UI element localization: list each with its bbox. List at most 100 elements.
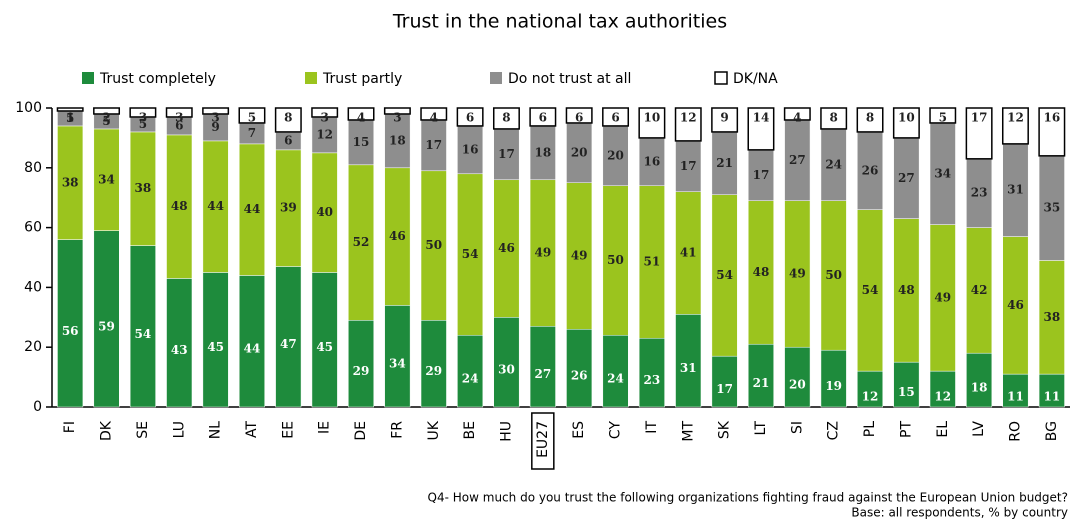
value-label: 5 — [102, 114, 110, 128]
value-label: 5 — [939, 111, 947, 125]
value-label: 45 — [207, 340, 224, 354]
value-label: 17 — [971, 111, 988, 125]
bar-segment — [602, 125, 629, 186]
x-tick-label: SE — [135, 421, 151, 439]
legend-swatch — [82, 72, 94, 84]
value-label: 45 — [316, 340, 333, 354]
value-label: 48 — [171, 199, 188, 213]
value-label: 31 — [1007, 183, 1024, 197]
bar-segment — [929, 122, 956, 225]
value-label: 11 — [1043, 390, 1060, 404]
bar-segment — [275, 266, 302, 408]
bar-segment — [966, 227, 993, 354]
bar-segment — [129, 131, 156, 246]
value-label: 12 — [862, 390, 879, 404]
value-label: 9 — [211, 120, 219, 134]
value-label: 29 — [353, 364, 370, 378]
bar-segment — [638, 185, 665, 339]
x-tick-label: FI — [62, 421, 78, 433]
bar-segment — [711, 355, 738, 408]
bar-segment — [420, 320, 447, 408]
y-tick-label: 80 — [24, 160, 42, 176]
value-label: 4 — [430, 111, 438, 125]
value-label: 3 — [211, 111, 219, 125]
value-label: 34 — [389, 357, 406, 371]
value-label: 12 — [934, 390, 951, 404]
x-tick-label: EU27 — [535, 421, 551, 458]
footnote: Q4- How much do you trust the following … — [428, 491, 1068, 505]
value-label: 47 — [280, 337, 297, 351]
value-label: 30 — [498, 363, 515, 377]
value-label: 3 — [139, 111, 147, 125]
bar-segment — [529, 125, 556, 181]
value-label: 17 — [680, 159, 697, 173]
value-label: 54 — [135, 327, 152, 341]
highlight-box — [531, 412, 555, 470]
bar-segment — [565, 107, 593, 124]
value-label: 38 — [62, 175, 79, 189]
bar-segment — [1038, 260, 1065, 375]
value-label: 6 — [539, 111, 547, 125]
x-tick-label: IE — [317, 421, 333, 434]
x-tick-label: LT — [753, 421, 769, 436]
bar-segment — [420, 107, 448, 121]
value-label: 4 — [793, 111, 801, 125]
value-label: 24 — [462, 372, 479, 386]
bar-segment — [602, 334, 629, 408]
bar-segment — [165, 107, 193, 118]
bar-segment — [784, 200, 811, 348]
value-label: 17 — [425, 138, 442, 152]
x-tick-label: DE — [353, 421, 369, 441]
bar-segment — [820, 200, 847, 351]
y-tick-label: 100 — [15, 100, 42, 116]
value-label: 16 — [1043, 111, 1060, 125]
value-label: 29 — [425, 364, 442, 378]
value-label: 35 — [1043, 201, 1060, 215]
bar-segment — [93, 107, 121, 115]
legend-label: DK/NA — [733, 71, 778, 87]
bar-segment — [566, 182, 593, 330]
x-tick-label: UK — [426, 420, 442, 440]
x-tick-label: LV — [971, 421, 987, 437]
bar-segment — [929, 224, 956, 372]
bar-segment — [311, 152, 338, 273]
bar-segment — [711, 107, 739, 133]
value-label: 46 — [389, 229, 406, 243]
bar-segment — [638, 137, 665, 186]
value-label: 18 — [534, 145, 551, 159]
value-label: 14 — [753, 111, 770, 125]
bar-segment — [93, 230, 120, 408]
value-label: 21 — [753, 376, 770, 390]
bar-segment — [747, 343, 774, 408]
bar-segment — [420, 119, 447, 172]
bar-segment — [857, 209, 884, 372]
value-label: 10 — [644, 111, 661, 125]
value-label: 5 — [66, 111, 74, 125]
value-label: 50 — [607, 253, 624, 267]
x-tick-label: IT — [644, 421, 660, 434]
bar-segment — [1038, 107, 1066, 157]
value-label: 34 — [98, 172, 115, 186]
bar-segment — [929, 370, 956, 408]
value-label: 12 — [680, 111, 697, 125]
value-label: 54 — [862, 283, 879, 297]
bar-segment — [275, 149, 302, 267]
value-label: 49 — [571, 249, 588, 263]
y-tick-label: 40 — [24, 279, 42, 295]
value-label: 11 — [1007, 390, 1024, 404]
value-label: 21 — [716, 156, 733, 170]
bar-segment — [202, 140, 229, 273]
y-tick-label: 60 — [24, 220, 42, 236]
value-label: 26 — [571, 369, 588, 383]
legend-label: Trust partly — [322, 71, 402, 87]
bar-segment — [965, 107, 993, 160]
value-label: 6 — [575, 111, 583, 125]
bar-segment — [457, 173, 484, 336]
value-label: 38 — [135, 181, 152, 195]
chart-title: Trust in the national tax authorities — [392, 11, 727, 33]
bar-segment — [711, 194, 738, 357]
value-label: 6 — [611, 111, 619, 125]
bar-segment — [93, 128, 120, 231]
value-label: 20 — [571, 145, 588, 159]
bar-segment — [1002, 373, 1029, 408]
